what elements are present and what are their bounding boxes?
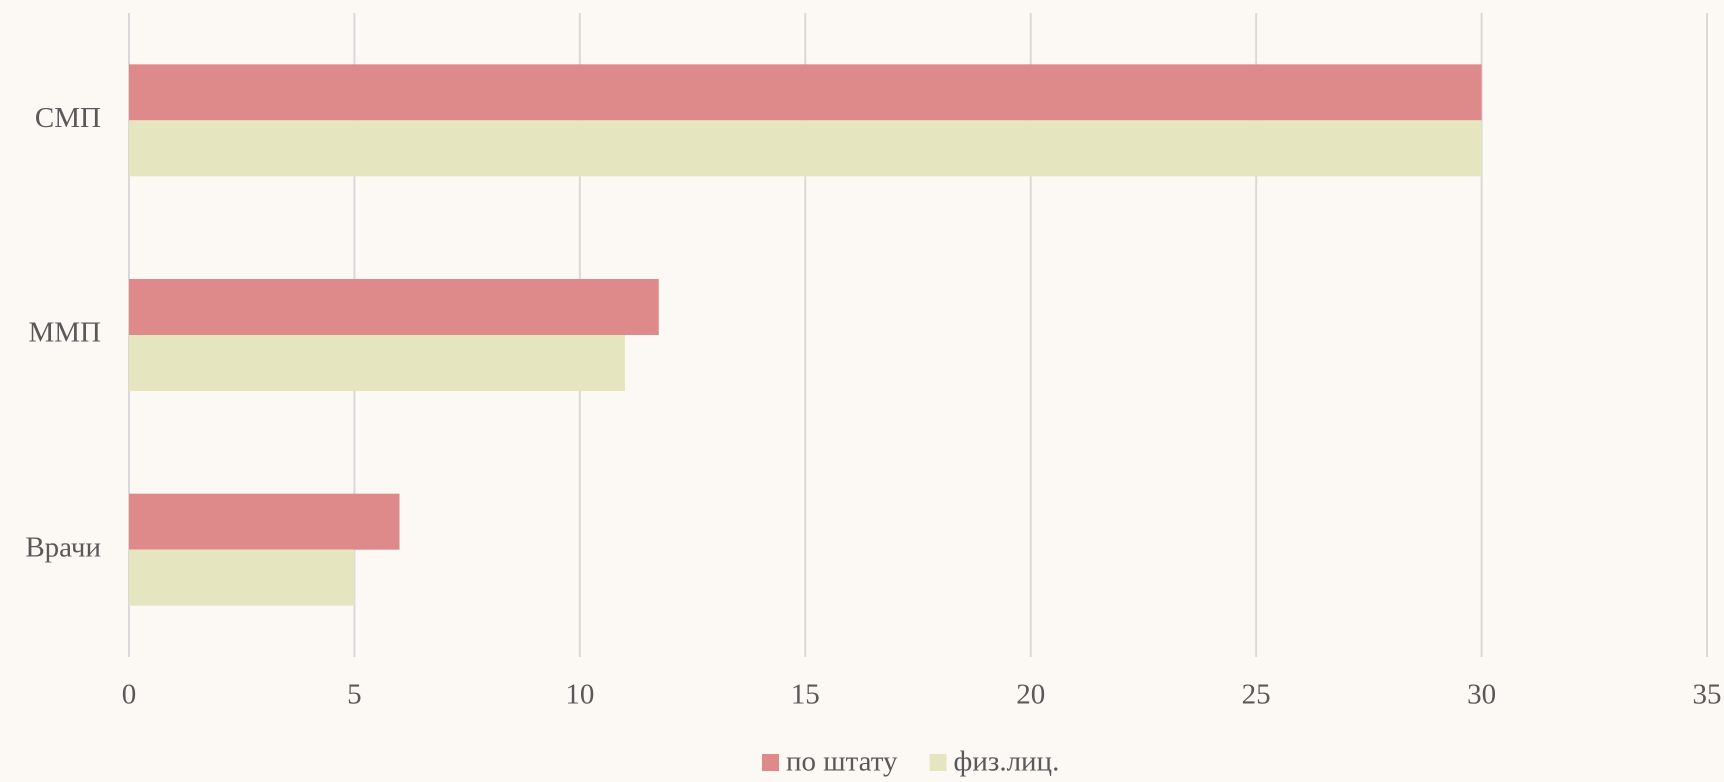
bar xyxy=(129,549,355,606)
bar xyxy=(129,279,659,335)
x-tick-label: 25 xyxy=(1242,679,1271,711)
y-tick-label: ММП xyxy=(28,317,101,349)
legend-swatch xyxy=(762,754,779,771)
x-tick-label: 5 xyxy=(347,679,362,711)
legend-label: физ.лиц. xyxy=(954,746,1060,778)
x-tick-label: 10 xyxy=(565,679,594,711)
x-tick-label: 35 xyxy=(1693,679,1722,711)
x-tick-label: 20 xyxy=(1016,679,1045,711)
x-tick-label: 30 xyxy=(1467,679,1496,711)
x-tick-label: 15 xyxy=(791,679,820,711)
bar xyxy=(129,64,1482,121)
bar xyxy=(129,120,1482,177)
legend-label: по штату xyxy=(786,746,898,778)
legend-swatch xyxy=(929,754,947,771)
bar xyxy=(129,493,400,550)
bar xyxy=(129,335,625,391)
x-tick-label: 0 xyxy=(122,679,137,711)
y-tick-label: СМП xyxy=(35,102,101,134)
y-tick-label: Врачи xyxy=(25,531,101,563)
